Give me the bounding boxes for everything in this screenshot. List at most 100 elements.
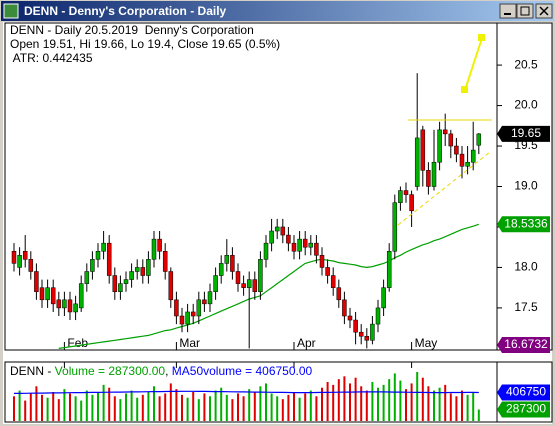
volume-bar bbox=[125, 393, 127, 421]
volume-bar bbox=[298, 397, 301, 421]
volume-bar bbox=[265, 383, 267, 421]
candle-body bbox=[414, 137, 420, 187]
volume-bar bbox=[309, 390, 312, 421]
candle-body bbox=[202, 299, 207, 305]
x-tick-label: Apr bbox=[297, 336, 316, 350]
candle-body bbox=[437, 129, 442, 163]
volume-bar bbox=[91, 394, 94, 421]
candle-body bbox=[62, 299, 67, 309]
candle-body bbox=[78, 283, 84, 309]
volume-bar bbox=[192, 392, 195, 421]
volume-bar bbox=[237, 393, 239, 421]
volume-bar bbox=[220, 387, 223, 421]
annotation: DENN - Daily 20.5.2019 Denny's Corporati… bbox=[10, 23, 254, 37]
candle-body bbox=[157, 238, 162, 252]
volume-bar bbox=[399, 380, 402, 421]
volume-bar bbox=[97, 392, 99, 421]
y-tick-label: 19.0 bbox=[514, 179, 538, 193]
candle-body bbox=[370, 323, 375, 341]
candle-body bbox=[28, 259, 34, 272]
volume-bar bbox=[466, 394, 469, 421]
candle-body bbox=[67, 299, 73, 313]
volume-bar bbox=[231, 399, 234, 421]
candle-body bbox=[465, 161, 470, 167]
candle-body bbox=[17, 255, 22, 268]
volume-bar bbox=[365, 390, 368, 421]
volume-bar bbox=[242, 396, 245, 421]
volume-bar bbox=[427, 386, 430, 421]
candle-body bbox=[218, 263, 224, 276]
candle-body bbox=[426, 170, 431, 187]
volume-bar bbox=[18, 390, 21, 421]
candle-body bbox=[286, 234, 291, 244]
volume-bar bbox=[63, 389, 66, 421]
value-label-box bbox=[497, 401, 550, 418]
candle-body bbox=[291, 242, 297, 252]
candle-body bbox=[123, 279, 129, 284]
candle-body bbox=[134, 267, 140, 272]
candle-body bbox=[274, 226, 280, 232]
volume-title-part: MA50volume = 406750.00 bbox=[172, 364, 313, 378]
volume-bar bbox=[181, 394, 183, 421]
volume-bar bbox=[46, 397, 49, 421]
candle-body bbox=[73, 303, 78, 313]
maximize-button[interactable] bbox=[516, 3, 534, 19]
candle-body bbox=[118, 283, 123, 292]
candle-body bbox=[190, 311, 196, 317]
volume-bar bbox=[472, 392, 475, 421]
volume-bar bbox=[326, 382, 329, 421]
candle-body bbox=[308, 242, 314, 248]
volume-bar bbox=[130, 390, 133, 421]
candle-body bbox=[403, 190, 409, 195]
value-label: 16.6732 bbox=[504, 337, 548, 351]
volume-title-part: , bbox=[165, 364, 172, 378]
volume-bar bbox=[433, 390, 435, 421]
candle-body bbox=[325, 267, 330, 276]
candle-body bbox=[213, 275, 218, 292]
candle-body bbox=[179, 315, 185, 325]
volume-bar bbox=[410, 383, 413, 421]
candle-body bbox=[358, 331, 364, 337]
minimize-button[interactable] bbox=[499, 3, 517, 19]
candle-body bbox=[280, 226, 286, 236]
arrow-start bbox=[461, 86, 468, 93]
volume-title-part: DENN - bbox=[10, 364, 55, 378]
value-label-box bbox=[497, 125, 550, 142]
volume-bar bbox=[421, 377, 424, 421]
candle-body bbox=[84, 271, 90, 284]
candle-body bbox=[196, 299, 202, 317]
volume-bar bbox=[461, 390, 463, 421]
volume-bar bbox=[141, 394, 144, 421]
candle-body bbox=[297, 238, 302, 252]
volume-bar bbox=[332, 384, 335, 421]
volume-bar bbox=[293, 392, 295, 421]
volume-bar bbox=[393, 373, 396, 421]
volume-bar bbox=[354, 377, 357, 421]
volume-bar bbox=[41, 394, 43, 421]
candle-body bbox=[470, 149, 476, 163]
volume-bar bbox=[197, 399, 200, 421]
candle-body bbox=[409, 194, 414, 212]
volume-title: DENN - Volume = 287300.00, MA50volume = … bbox=[10, 364, 313, 378]
candle-body bbox=[90, 259, 95, 272]
annotation: ATR: 0.442435 bbox=[10, 51, 93, 65]
volume-bar bbox=[449, 393, 452, 421]
candle-body bbox=[392, 202, 398, 252]
volume-bar bbox=[259, 386, 262, 421]
x-tick-label: Feb bbox=[67, 336, 88, 350]
volume-bar bbox=[281, 399, 284, 421]
volume-bar bbox=[349, 383, 351, 421]
candle-body bbox=[45, 287, 50, 301]
arrow-end bbox=[478, 34, 485, 41]
volume-bar bbox=[175, 389, 178, 421]
app-icon bbox=[3, 3, 19, 19]
candle-body bbox=[342, 299, 347, 317]
candle-body bbox=[420, 129, 426, 171]
volume-bar bbox=[102, 384, 105, 421]
candle-body bbox=[129, 271, 134, 280]
volume-bar bbox=[477, 409, 480, 421]
ma-line bbox=[58, 223, 479, 349]
candle-body bbox=[146, 259, 151, 276]
candle-body bbox=[398, 190, 403, 203]
